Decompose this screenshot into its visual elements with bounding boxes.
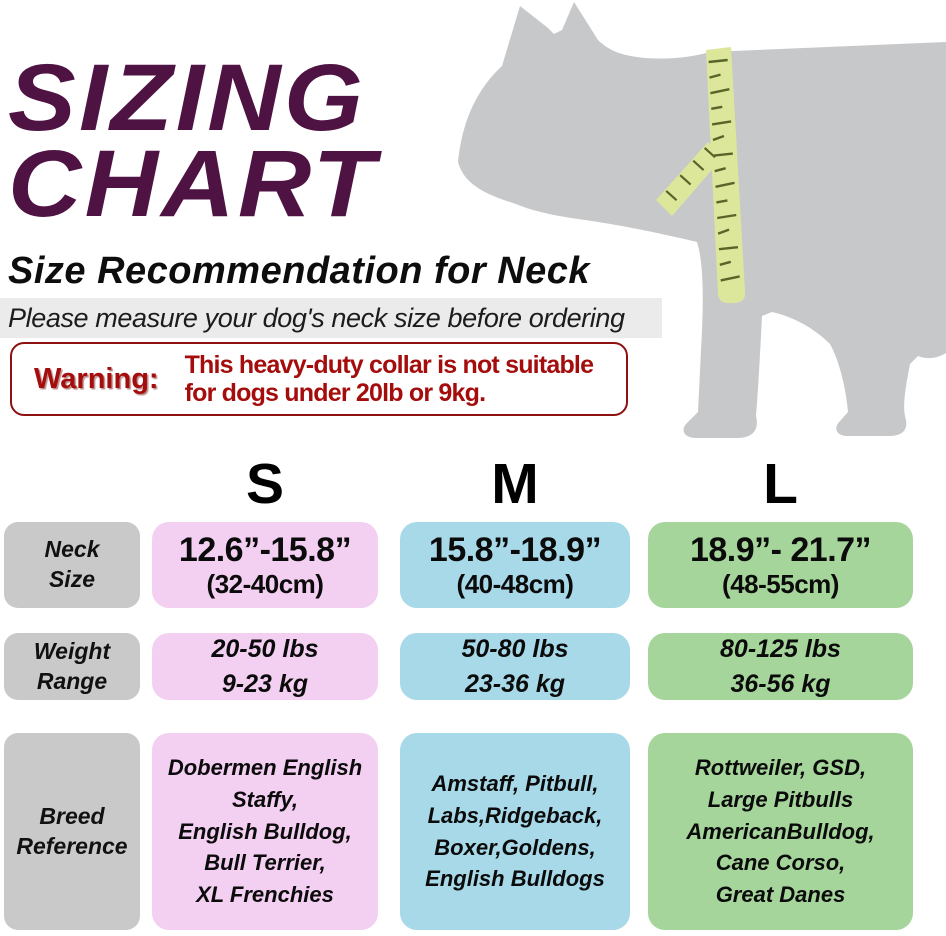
- row-label-neck-size: Neck Size: [4, 522, 140, 608]
- breed-list-s: Dobermen English Staffy, English Bulldog…: [167, 754, 363, 908]
- neck-size-cm-l: (48-55cm): [722, 568, 839, 599]
- measuring-tape-vertical: [706, 47, 746, 303]
- weight-range-cell-s: 20-50 lbs 9-23 kg: [152, 633, 378, 700]
- measuring-tape-ticks: [665, 58, 740, 282]
- measure-note-band: Please measure your dog's neck size befo…: [0, 298, 662, 338]
- neck-size-inches-s: 12.6”-15.8”: [178, 531, 352, 570]
- breed-list-m: Amstaff, Pitbull, Labs,Ridgeback, Boxer,…: [425, 770, 605, 892]
- row-label-breed-reference: Breed Reference: [4, 733, 140, 930]
- weight-range-cell-l: 80-125 lbs 36-56 kg: [648, 633, 913, 700]
- weight-range-s: 20-50 lbs 9-23 kg: [211, 634, 319, 698]
- neck-size-inches-l: 18.9”- 21.7”: [689, 531, 872, 570]
- neck-size-inches-m: 15.8”-18.9”: [428, 531, 602, 570]
- size-header-s: S: [245, 452, 285, 516]
- neck-size-cell-s: 12.6”-15.8” (32-40cm): [152, 522, 378, 608]
- dog-body-shape: [458, 2, 946, 438]
- warning-box: Warning: This heavy-duty collar is not s…: [10, 342, 628, 416]
- size-header-m: M: [491, 452, 539, 516]
- neck-size-cell-m: 15.8”-18.9” (40-48cm): [400, 522, 630, 608]
- breed-reference-cell-m: Amstaff, Pitbull, Labs,Ridgeback, Boxer,…: [400, 733, 630, 930]
- row-label-weight-range: Weight Range: [4, 633, 140, 700]
- subtitle: Size Recommendation for Neck: [8, 250, 591, 292]
- neck-size-cell-l: 18.9”- 21.7” (48-55cm): [648, 522, 913, 608]
- weight-range-l: 80-125 lbs 36-56 kg: [720, 634, 841, 698]
- warning-message: This heavy-duty collar is not suitable f…: [184, 350, 594, 408]
- breed-list-l: Rottweiler, GSD, Large Pitbulls American…: [686, 754, 875, 908]
- page-title: SIZING CHART: [8, 45, 378, 237]
- measure-note: Please measure your dog's neck size befo…: [8, 302, 625, 333]
- breed-reference-cell-l: Rottweiler, GSD, Large Pitbulls American…: [648, 733, 913, 930]
- warning-label: Warning:: [34, 362, 159, 395]
- neck-size-cm-m: (40-48cm): [456, 568, 574, 599]
- neck-size-cm-s: (32-40cm): [206, 568, 324, 599]
- dog-silhouette-illustration: [458, 2, 946, 438]
- breed-reference-cell-s: Dobermen English Staffy, English Bulldog…: [152, 733, 378, 930]
- weight-range-m: 50-80 lbs 23-36 kg: [461, 634, 569, 698]
- size-header-l: L: [763, 452, 798, 516]
- weight-range-cell-m: 50-80 lbs 23-36 kg: [400, 633, 630, 700]
